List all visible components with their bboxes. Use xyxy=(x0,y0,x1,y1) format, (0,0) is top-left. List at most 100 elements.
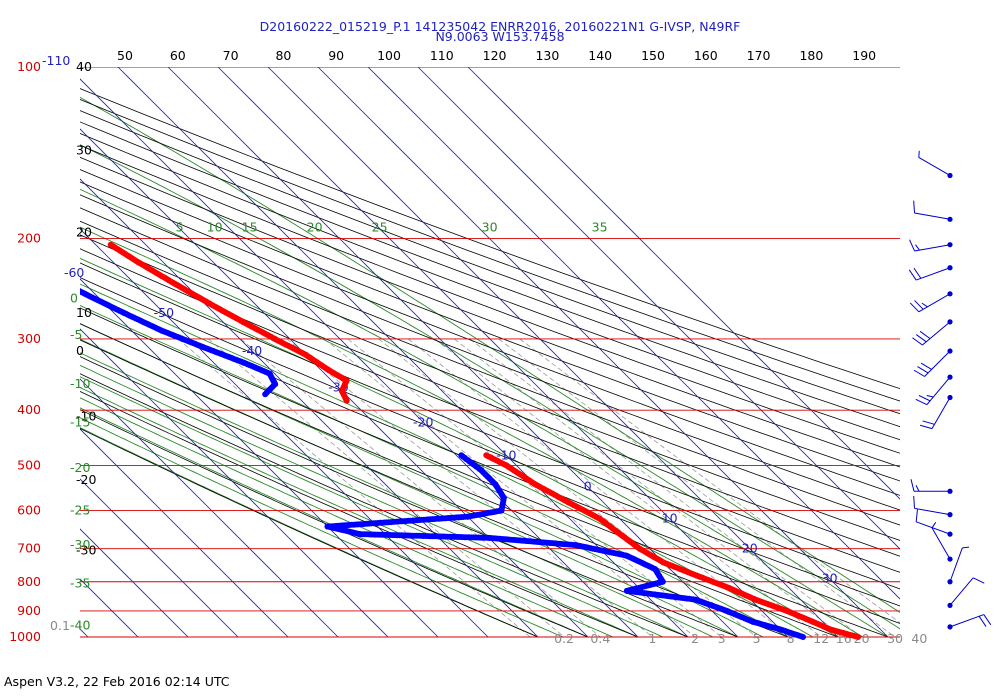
theta-tick-label: 180 xyxy=(799,48,823,63)
mixing-ratio-line xyxy=(498,338,896,638)
dewpoint-point xyxy=(34,267,40,273)
dewpoint-point xyxy=(66,283,72,289)
grid-lines xyxy=(80,67,900,638)
dewpoint-point xyxy=(800,634,806,640)
moist-adiabat-tick-label: 0 xyxy=(70,291,78,306)
moist-adiabat-tick-label: -15 xyxy=(70,414,90,429)
wind-barb-staff xyxy=(926,376,951,406)
dewpoint-point xyxy=(30,265,36,271)
dewpoint-point xyxy=(8,255,14,261)
dry-adiabat-line xyxy=(80,181,900,496)
theta-tick-label: 10 xyxy=(76,305,92,320)
isotherm-line xyxy=(467,67,900,500)
moist-adiabat-line xyxy=(80,96,900,613)
mixing-ratio-line xyxy=(378,338,757,638)
theta-tick-label: 130 xyxy=(535,48,559,63)
dry-adiabat-line xyxy=(80,194,900,511)
dewpoint-point xyxy=(39,269,45,275)
moist-adiabat-line xyxy=(80,226,864,638)
mixing-ratio-tick-label: 5 xyxy=(753,631,761,646)
moist-adiabat-line xyxy=(80,338,739,638)
wind-barb-flag xyxy=(919,424,933,430)
moist-adiabat-tick-label: 25 xyxy=(372,220,388,235)
mixing-ratio-tick-label: 1 xyxy=(648,631,656,646)
dewpoint-point xyxy=(53,276,59,282)
theta-tick-label: 30 xyxy=(76,142,92,157)
isotherm-line xyxy=(117,67,689,638)
dry-adiabat-line xyxy=(80,262,900,590)
moist-adiabat-tick-label: -30 xyxy=(70,537,90,552)
moist-adiabat-tick-label: -35 xyxy=(70,575,90,590)
isotherm-line xyxy=(80,278,439,638)
wind-barb-flag xyxy=(909,239,916,252)
dewpoint-point xyxy=(18,260,24,266)
moist-adiabat-line xyxy=(80,352,714,638)
moist-adiabat-line xyxy=(80,417,564,638)
wind-barb-flag xyxy=(972,577,985,584)
dewpoint-point xyxy=(35,268,41,274)
dewpoint-point xyxy=(45,272,51,278)
isotherm-line xyxy=(80,178,539,638)
mixing-ratio-tick-label: 0.2 xyxy=(554,631,574,646)
dry-adiabat-line xyxy=(80,307,889,638)
isotherm-line xyxy=(167,67,739,638)
isotherm-tick-label: -40 xyxy=(242,343,262,358)
wind-barb-flag xyxy=(978,616,987,627)
isotherm-tick-label: 20 xyxy=(742,541,758,556)
wind-barb-staff xyxy=(914,244,951,252)
dry-adiabat-line xyxy=(80,292,900,624)
moist-adiabat-line xyxy=(80,144,900,630)
wind-barb-staff xyxy=(931,527,951,560)
wind-barb-flag xyxy=(915,485,920,492)
dewpoint-point xyxy=(55,277,61,283)
theta-tick-label: 70 xyxy=(223,48,239,63)
mixing-ratio-line xyxy=(469,338,862,638)
wind-barb-staff xyxy=(949,577,974,606)
isotherm-line xyxy=(80,478,239,638)
wind-barb-flag xyxy=(915,509,918,522)
mixing-ratio-tick-label: 8 xyxy=(787,631,795,646)
mixing-ratio-tick-label: 30 xyxy=(887,631,903,646)
wind-barb-flag xyxy=(915,244,920,251)
theta-tick-label: 20 xyxy=(76,224,92,239)
moist-adiabat-line xyxy=(80,257,839,638)
wind-barb-staff xyxy=(949,547,963,582)
temperature-point xyxy=(343,397,350,404)
theta-tick-label: 40 xyxy=(76,59,92,74)
dry-adiabat-line xyxy=(80,98,900,402)
wind-barb-flag xyxy=(917,366,929,374)
isotherm-tick-label: -10 xyxy=(496,447,516,462)
dry-adiabat-line xyxy=(80,133,900,441)
wind-barb-flag xyxy=(920,362,932,370)
dewpoint-point xyxy=(63,281,69,287)
mixing-ratio-line xyxy=(347,338,722,638)
wind-barb-flag xyxy=(962,546,970,549)
pressure-tick-label: 800 xyxy=(17,574,41,589)
moist-adiabat-line xyxy=(80,283,814,638)
chart-title-line1: D20160222_015219_P.1 141235042 ENRR2016,… xyxy=(260,19,741,34)
dewpoint-point xyxy=(28,264,34,270)
dewpoint-point xyxy=(26,263,32,269)
dry-adiabat-line xyxy=(80,144,900,454)
moist-adiabat-line xyxy=(80,376,664,638)
wind-barb-staff xyxy=(949,614,984,628)
mixing-ratio-line xyxy=(407,338,791,638)
wind-barb-flag xyxy=(912,337,923,346)
isotherm-line xyxy=(80,428,289,638)
theta-tick-label: 100 xyxy=(377,48,401,63)
moist-adiabat-tick-label: -10 xyxy=(70,376,90,391)
dewpoint-point xyxy=(262,391,269,398)
moist-adiabat-line xyxy=(80,387,639,638)
dry-adiabat-line xyxy=(80,390,639,638)
isotherm-tick-label: -50 xyxy=(154,305,174,320)
sounding-profiles xyxy=(8,241,861,640)
isotherm-line xyxy=(367,67,900,600)
mixing-ratio-tick-label: 3 xyxy=(718,631,726,646)
dry-adiabat-line xyxy=(80,277,900,607)
moist-adiabat-tick-label: -20 xyxy=(70,460,90,475)
dry-adiabat-line xyxy=(80,409,589,638)
dry-adiabat-line xyxy=(80,356,739,638)
isotherm-line xyxy=(417,67,900,550)
dewpoint-point xyxy=(68,284,74,290)
